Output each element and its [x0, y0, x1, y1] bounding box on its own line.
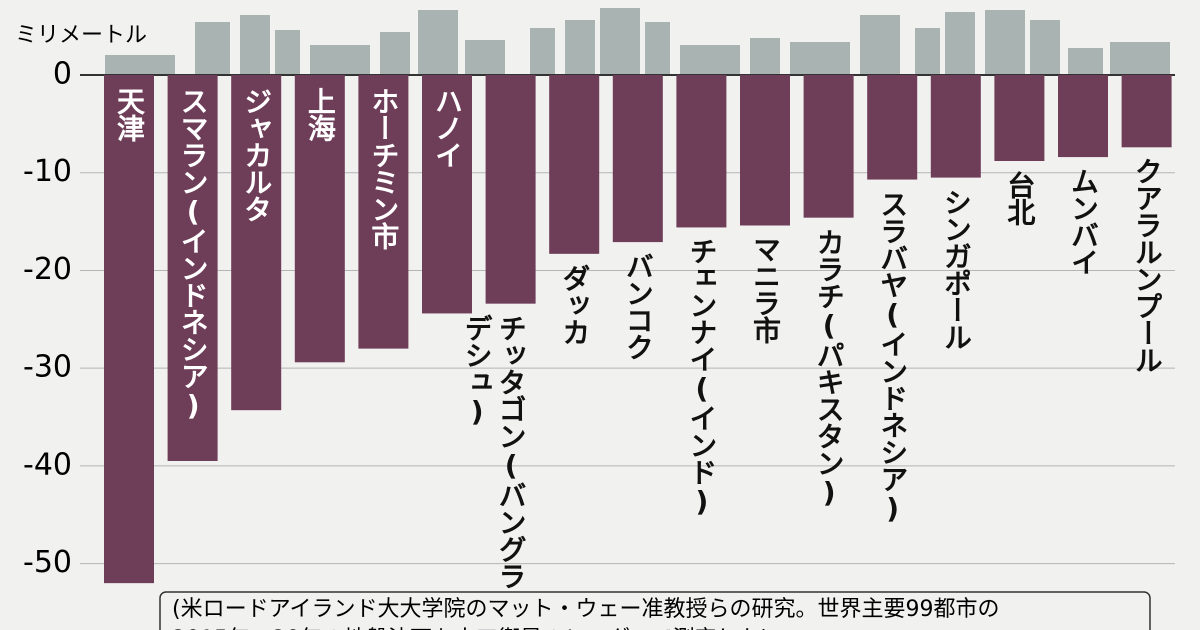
category-label: チッタゴン(バングラデシュ) [460, 313, 528, 589]
category-label: ハノイ [431, 87, 464, 168]
category-label: シンガポール [939, 187, 973, 350]
axis-label: ミリメートル [15, 23, 147, 48]
bar [231, 75, 282, 411]
category-label: バンコク [621, 252, 655, 361]
category-label: ジャカルタ [240, 87, 274, 222]
skyline [105, 8, 1170, 75]
bar [803, 75, 854, 218]
bar [422, 75, 472, 314]
bar [294, 75, 345, 363]
category-label: ムンバイ [1067, 167, 1100, 276]
bar [167, 75, 218, 461]
y-tick-label: -10 [23, 154, 72, 189]
y-tick-label: -50 [23, 545, 72, 580]
category-label: マニラ市 [749, 235, 782, 344]
note-box [159, 591, 1151, 630]
bar [1121, 75, 1172, 148]
note: 2015年～20年の地盤沈下を人工衛星のレーダーで測定した) [172, 627, 769, 630]
bar [740, 75, 790, 226]
category-label: ダッカ [558, 263, 592, 345]
bar [930, 75, 981, 178]
category-label: チェンナイ(インド) [685, 237, 719, 518]
bar [549, 75, 600, 254]
bar [612, 75, 663, 243]
y-tick-label: -40 [23, 447, 72, 482]
bar [358, 75, 409, 349]
y-tick-label: 0 [53, 57, 72, 92]
y-tick-label: -30 [23, 350, 72, 385]
category-label: 上海 [303, 87, 337, 141]
category-label: カラチ(パキスタン) [812, 227, 846, 508]
category-label: スラバヤ(インドネシア) [876, 189, 910, 524]
y-tick-label: -20 [23, 252, 72, 287]
note: (米ロードアイランド大大学院のマット・ウェー准教授らの研究。世界主要99都市の [172, 597, 999, 622]
bar [994, 75, 1045, 161]
category-label: クアラルンプール [1130, 157, 1164, 374]
bar [485, 75, 536, 304]
bar [104, 75, 154, 584]
bar [867, 75, 918, 180]
category-label: スマラン(インドネシア) [176, 87, 210, 421]
category-label: 天津 [113, 87, 146, 141]
category-label: ホーチミン市 [367, 87, 401, 249]
bar [1058, 75, 1108, 158]
category-label: 台北 [1003, 170, 1037, 225]
bar [676, 75, 727, 228]
